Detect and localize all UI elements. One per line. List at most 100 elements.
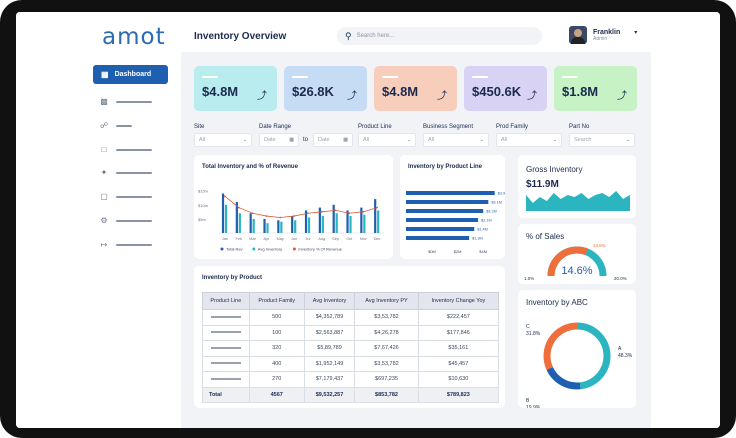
calendar-icon: ▦ (343, 137, 348, 143)
legend-label: Total Rev (226, 247, 243, 252)
sidebar-item-products[interactable]: □ (100, 146, 152, 154)
bar-avg-inventory (335, 213, 338, 233)
bar-total-rev (360, 207, 363, 233)
slice-name-label: C (526, 324, 530, 330)
bar-data-label: $2.1M (481, 219, 492, 223)
x-tick-label: Mar (249, 237, 256, 241)
gross-inventory-panel: Gross Inventory $11.9M (518, 155, 636, 218)
chevron-down-icon: ⌄ (242, 137, 247, 143)
bar-avg-inventory (280, 221, 283, 233)
bar-avg-inventory (377, 210, 380, 233)
date-to-input[interactable]: Date ▦ (313, 133, 353, 147)
bar-avg-inventory (252, 218, 255, 233)
grid-icon: ▦ (101, 70, 109, 79)
gross-inventory-chart (526, 191, 630, 211)
legend-label: Avg Inventory (258, 247, 282, 252)
bar-total-rev (318, 207, 321, 233)
table-row[interactable]: 320 $5,89,789 $7,67,426 $35,161 (202, 340, 500, 357)
x-tick-label: Nov (360, 237, 367, 241)
bar-avg-inventory (294, 220, 297, 233)
sidebar-item-settings[interactable]: ⚙ (100, 217, 152, 225)
bar-avg-inventory (349, 216, 352, 233)
legend-marker (252, 247, 256, 251)
line-point (362, 210, 365, 213)
sidebar-item-orders[interactable]: ☍ (100, 122, 132, 130)
filter-family-select[interactable]: All ⌄ (496, 133, 562, 147)
product-line-chart: $3.9M $3.1M $3.2M $2.1M $1.4M $1.3M $0M $2M $4M (406, 191, 505, 254)
bar-data-label: $3.9M (498, 192, 505, 196)
bar-total-rev (263, 218, 266, 233)
slice-value-label: 19.9% (526, 405, 541, 408)
bar-avg-inventory (321, 216, 324, 233)
filter-site-label: Site (194, 124, 205, 130)
column-header[interactable]: Inventory Change Yoy (417, 292, 500, 310)
search-placeholder: Search here... (356, 33, 395, 39)
sidebar: amot ▦ Dashboard ▩ ☍ □ ✦ ▢ ⚙ (16, 12, 181, 428)
kpi-card: $26.8K ⤴ (284, 66, 367, 111)
total-inventory-panel: Total Inventory and % of Revenue $15m $10… (194, 155, 393, 259)
bar-avg-inventory (238, 213, 241, 233)
abc-donut-chart: A48.3% B19.9% C31.8% (526, 322, 633, 408)
column-header[interactable]: Product Family (248, 292, 305, 310)
sidebar-item-dashboard[interactable]: ▦ Dashboard (93, 65, 168, 84)
filter-site-select[interactable]: All ⌄ (194, 133, 252, 147)
line-point (376, 206, 378, 209)
column-header[interactable]: Product Line (202, 292, 250, 310)
kpi-card: $1.8M ⤴ (554, 66, 637, 111)
app-logo[interactable]: amot (102, 24, 166, 50)
date-to-label: to (303, 137, 309, 143)
product-line-bar (406, 200, 489, 204)
bar-total-rev (221, 193, 225, 233)
sparkle-icon: ✦ (100, 168, 108, 177)
line-point (279, 216, 282, 219)
line-point (224, 195, 226, 198)
line-point (307, 212, 309, 215)
legend-marker (292, 247, 296, 251)
filter-product-line-select[interactable]: All ⌄ (358, 133, 416, 147)
bar-total-rev (304, 210, 308, 233)
x-tick-label: $4M (479, 249, 487, 254)
column-header[interactable]: Avg Inventory (303, 292, 356, 310)
line-point (251, 212, 254, 215)
table-row[interactable]: 500 $4,352,789 $3,53,782 $222,457 (202, 309, 500, 326)
table-row[interactable]: 400 $1,952,149 $3,53,782 $45,457 (202, 355, 500, 372)
table-row[interactable]: 270 $7,179,437 $697,235 $10,630 (202, 371, 500, 388)
donut-slice (576, 322, 611, 390)
bar-data-label: $3.2M (486, 210, 497, 214)
filter-family-label: Prod Family (496, 124, 529, 130)
card-title: Gross Inventory (526, 165, 583, 174)
sidebar-item-insights[interactable]: ✦ (100, 169, 152, 177)
user-name: Franklin (593, 28, 621, 36)
x-tick-label: Feb (235, 237, 242, 241)
x-tick-label: Jun (291, 237, 297, 241)
kpi-card: $450.6K ⤴ (464, 66, 547, 111)
kpi-value: $4.8M (202, 84, 239, 99)
date-from-input[interactable]: Date ▦ (259, 133, 299, 147)
chart-title: Total Inventory and % of Revenue (202, 164, 298, 170)
product-line-panel: Inventory by Product Line $3.9M $3.1M $3.2… (400, 155, 505, 259)
part-no-search-input[interactable]: Search ⌄ (569, 133, 635, 147)
search-input[interactable]: ⚲ Search here... (337, 27, 542, 45)
sidebar-item-messages[interactable]: ▢ (100, 193, 152, 201)
sidebar-item-label: Dashboard (114, 71, 152, 78)
trend-icon: ⤴ (527, 91, 537, 102)
slice-value-label: 31.8% (526, 331, 541, 337)
bar-avg-inventory (266, 223, 269, 233)
x-tick-label: Aug (318, 237, 325, 241)
trend-icon: ⤴ (257, 91, 267, 102)
slice-value-label: 48.3% (618, 353, 633, 359)
table-row[interactable]: 100 $2,563,887 $4,26,278 $177,846 (202, 324, 500, 341)
column-header[interactable]: Avg Inventory PY (354, 292, 419, 310)
kpi-value: $1.8M (562, 84, 599, 99)
user-menu[interactable]: Franklin Admin ▾ (569, 26, 637, 44)
chevron-down-icon: ⌄ (625, 137, 630, 143)
screen: amot ▦ Dashboard ▩ ☍ □ ✦ ▢ ⚙ (16, 12, 720, 428)
filter-segment-select[interactable]: All ⌄ (423, 133, 489, 147)
sidebar-item-logout[interactable]: ↦ (100, 241, 152, 249)
sidebar-item-analytics[interactable]: ▩ (100, 98, 152, 106)
line-point (348, 212, 351, 215)
product-line-bar (406, 191, 495, 195)
product-line-bar (406, 227, 475, 231)
kpi-card: $4.8M ⤴ (194, 66, 277, 111)
bar-total-rev (249, 213, 252, 233)
